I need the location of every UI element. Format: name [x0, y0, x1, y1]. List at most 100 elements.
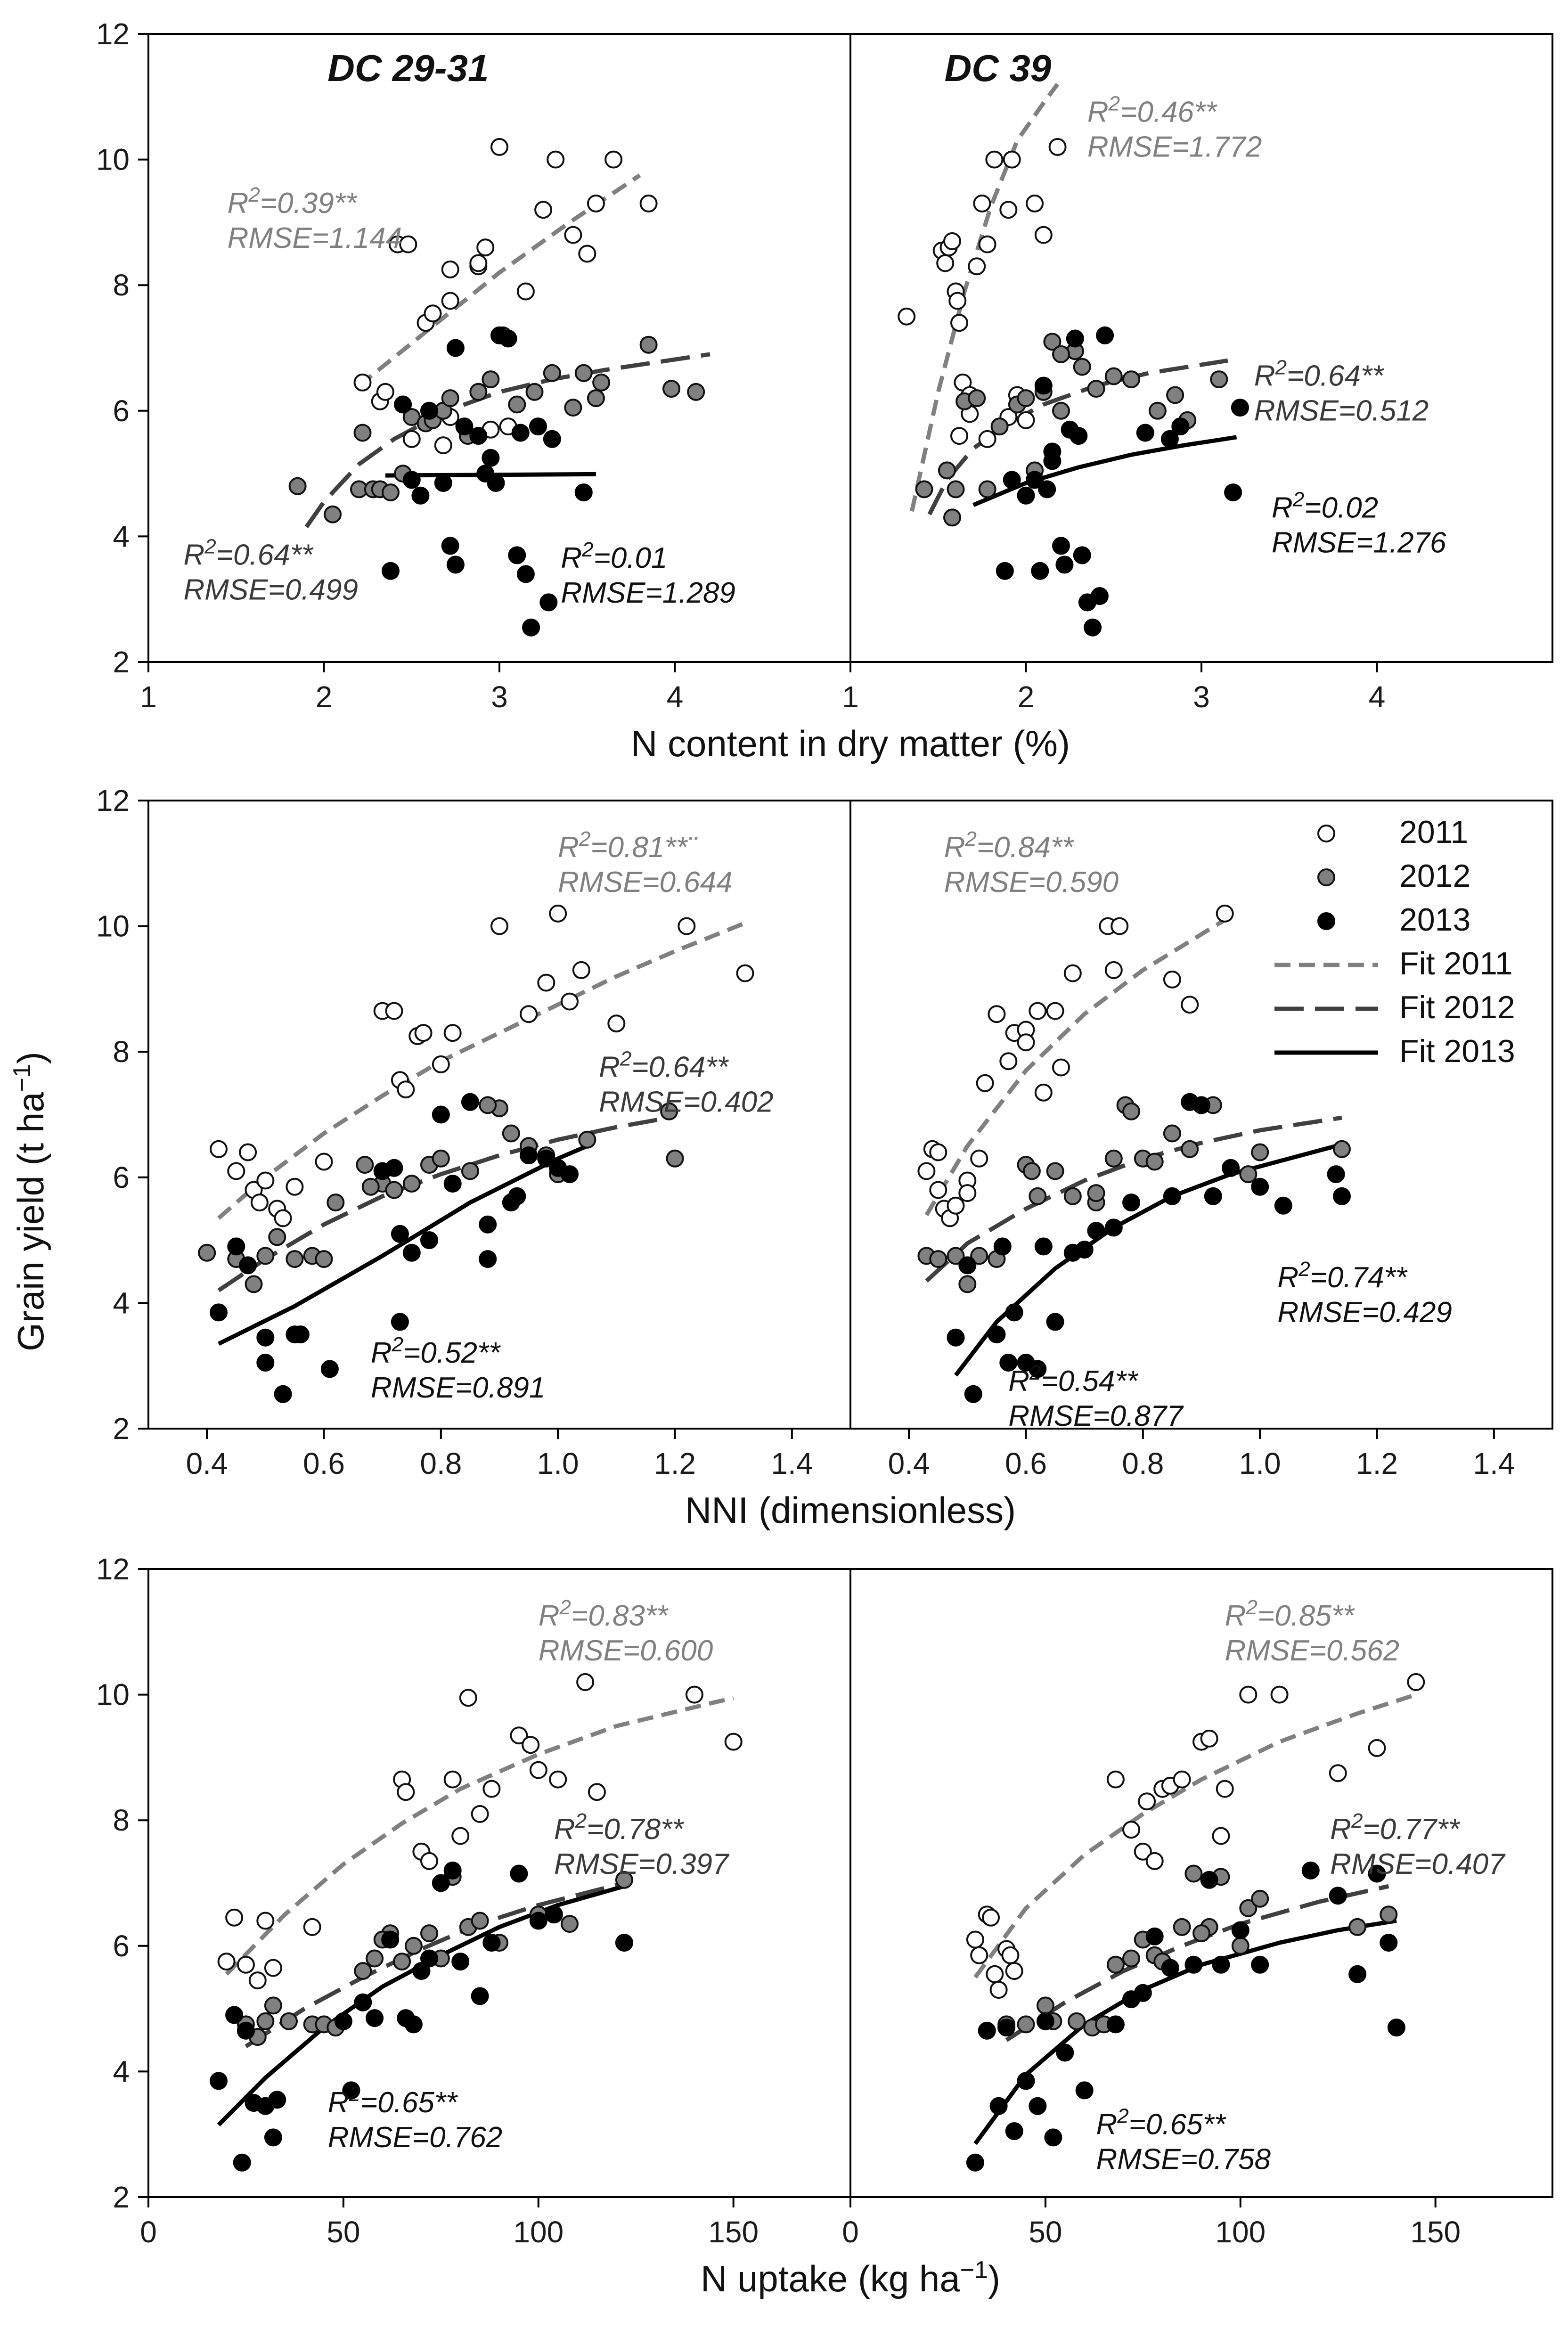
point-2013: [510, 1864, 528, 1883]
x-tick-label: 100: [513, 2215, 564, 2249]
x-tick-label: 4: [1369, 680, 1386, 714]
point-2011: [982, 1908, 1000, 1927]
point-2012: [366, 1949, 384, 1968]
point-2013: [993, 1237, 1012, 1256]
point-2012: [662, 380, 680, 398]
x-tick-label: 1.0: [1239, 1447, 1281, 1480]
point-2013: [420, 1949, 438, 1968]
point-2013: [1231, 399, 1249, 417]
annotation-2012: R2=0.78**: [554, 1809, 684, 1846]
point-2012: [1239, 1165, 1258, 1184]
point-2012: [1087, 380, 1105, 398]
point-2011: [1329, 1764, 1347, 1782]
x-tick-label: 3: [1193, 680, 1210, 714]
point-2011: [929, 1181, 947, 1199]
point-2011: [547, 150, 565, 169]
fit-line-2013: [954, 1144, 1337, 1377]
legend-label: 2013: [1399, 902, 1470, 938]
point-2011: [572, 961, 590, 979]
point-2012: [315, 1250, 333, 1268]
point-2013: [479, 1250, 497, 1268]
point-2012: [469, 383, 488, 401]
y-tick-label: 12: [96, 17, 130, 51]
point-2011: [1029, 1002, 1047, 1020]
point-2013: [237, 2021, 255, 2040]
point-2013: [1204, 1187, 1222, 1205]
point-2012: [543, 364, 561, 382]
point-2012: [578, 1130, 596, 1149]
point-2011: [917, 1162, 936, 1180]
point-2013: [1192, 1096, 1210, 1114]
x-tick-label: 2: [316, 680, 333, 714]
point-2013: [978, 2021, 996, 2040]
point-2013: [1087, 1222, 1105, 1240]
point-2012: [286, 1250, 304, 1268]
point-2011: [958, 1184, 977, 1202]
panel-frame: [849, 1568, 1553, 2198]
point-2013: [381, 1930, 400, 1949]
point-2013: [499, 329, 517, 348]
point-2012: [1122, 1102, 1140, 1120]
point-2013: [1075, 1241, 1094, 1259]
point-2011: [1026, 194, 1044, 213]
point-2011: [256, 1912, 275, 1930]
point-2013: [455, 417, 474, 436]
point-2011: [1368, 1739, 1386, 1757]
point-2011: [424, 304, 442, 323]
point-2013: [1034, 1237, 1053, 1256]
x-tick-label: 0.8: [420, 1447, 462, 1480]
point-2011: [1212, 1827, 1230, 1845]
point-2013: [508, 1187, 526, 1205]
point-2011: [724, 1733, 743, 1751]
point-2012: [479, 1096, 497, 1114]
annotation-2013-rmse: RMSE=0.762: [328, 2121, 503, 2154]
panel-nupt-dc2931: 0 50 100 150 2 4 6 8 10 12 R2=0.83**RMSE=0.600 R2=0…: [96, 1552, 851, 2249]
point-2013: [1161, 1959, 1179, 1977]
point-2012: [1380, 1905, 1398, 1924]
point-2013: [1251, 1177, 1269, 1196]
fit-line-2011: [225, 1695, 734, 1976]
annotation-2012-fit-rmse: RMSE=0.429: [1277, 1296, 1452, 1329]
legend-entry-2012: 2012: [1317, 858, 1470, 894]
point-2011: [943, 232, 961, 250]
point-2013: [320, 1360, 339, 1378]
point-2011: [264, 1959, 282, 1977]
y-tick-label: 4: [113, 519, 130, 553]
point-2011: [227, 1162, 245, 1180]
point-2013: [1106, 2015, 1125, 2034]
annotation-2013: R2=0.54**: [1008, 1361, 1138, 1398]
point-2013: [1145, 1927, 1164, 1945]
point-2013: [1251, 1955, 1269, 1974]
point-2013: [988, 1325, 1006, 1344]
x-tick-label: 0.8: [1122, 1447, 1164, 1480]
annotation-2013-rmse: RMSE=0.758: [1096, 2143, 1271, 2176]
point-2013: [385, 1159, 403, 1177]
annotation-2011-rmse: RMSE=1.144: [228, 222, 402, 254]
point-2012: [1104, 367, 1123, 385]
x-tick-label: 0.4: [888, 1447, 930, 1480]
point-2013: [233, 2153, 251, 2172]
point-2013: [443, 1175, 462, 1193]
point-2011: [315, 1153, 333, 1171]
point-2012: [615, 1871, 633, 1889]
point-2011: [248, 1971, 267, 1990]
x-tick-label: 150: [1410, 2215, 1461, 2249]
point-2013: [1055, 556, 1074, 574]
point-2013: [354, 1993, 372, 2011]
point-2013: [1005, 2122, 1023, 2140]
point-2013: [268, 2091, 286, 2109]
fit-line-2011: [973, 1692, 1417, 1979]
point-2013: [479, 1215, 497, 1234]
fit-line-2013: [218, 1144, 588, 1346]
point-2012: [354, 1962, 372, 1980]
point-2012: [382, 483, 400, 502]
point-2013: [1046, 1313, 1064, 1331]
x-tick-label: 0.4: [186, 1447, 228, 1480]
point-2013: [382, 562, 400, 580]
point-2011: [482, 1780, 501, 1798]
point-2011: [250, 1193, 269, 1212]
fit-line-2011: [924, 918, 1226, 1217]
point-2012: [327, 1193, 345, 1212]
point-2012: [1043, 333, 1062, 351]
point-2013: [1368, 1864, 1386, 1883]
